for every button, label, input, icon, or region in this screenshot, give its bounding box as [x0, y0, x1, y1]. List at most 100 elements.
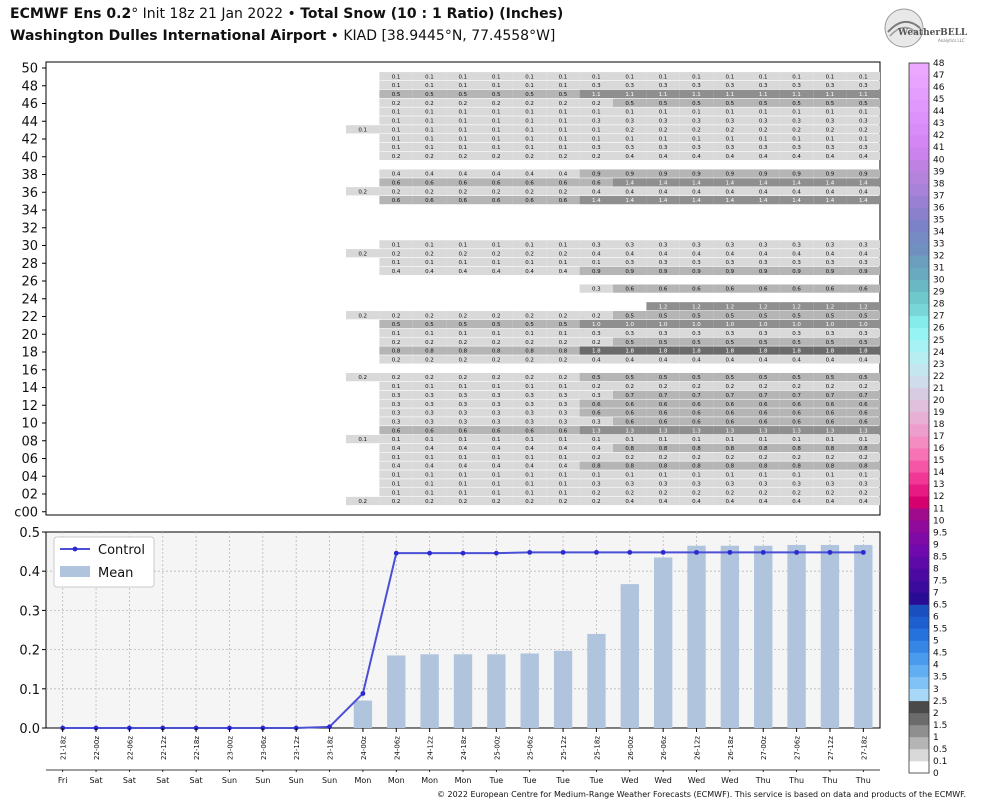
- y-tick-label: 22: [21, 310, 38, 325]
- member-cell: 1.3: [813, 426, 847, 435]
- member-cell-value: 0.1: [525, 455, 534, 461]
- member-cell: 0.6: [479, 178, 513, 187]
- member-cell-value: 0.1: [525, 260, 534, 266]
- member-cell: 0.2: [746, 452, 780, 461]
- member-cell-value: 0.3: [425, 419, 434, 425]
- member-cell-fill: [379, 116, 413, 125]
- member-cell-value: 0.6: [492, 428, 501, 434]
- member-cell: 0.1: [779, 434, 814, 444]
- member-cell-fill: [813, 443, 847, 453]
- member-cell-fill: [446, 479, 480, 488]
- member-cell: 0.9: [713, 169, 747, 178]
- member-cell-fill: [646, 408, 680, 417]
- member-cell-fill: [579, 470, 613, 479]
- member-cell: 0.4: [679, 249, 714, 258]
- member-cell-value: 0.5: [792, 340, 801, 346]
- member-cell-fill: [412, 337, 447, 346]
- member-cell-fill: [813, 187, 847, 196]
- member-cell-value: 0.1: [625, 110, 634, 116]
- member-cell: 0.5: [846, 311, 880, 320]
- member-cell-fill: [346, 125, 380, 134]
- colorbar-swatch: [909, 424, 929, 437]
- bullet-2: •: [330, 28, 339, 44]
- member-cell-value: 0.2: [392, 340, 401, 346]
- member-cell-value: 0.3: [759, 145, 768, 151]
- member-cell: 0.1: [346, 434, 380, 444]
- member-cell-fill: [713, 72, 747, 81]
- member-cell-fill: [679, 346, 714, 355]
- member-cell-value: 0.9: [725, 172, 734, 178]
- member-cell-fill: [746, 337, 780, 346]
- member-cell-fill: [579, 443, 613, 453]
- member-cell: 0.4: [646, 151, 680, 160]
- member-cell-fill: [546, 319, 580, 329]
- member-cell-value: 0.5: [692, 340, 701, 346]
- member-cell-fill: [346, 249, 380, 258]
- member-cell-value: 0.3: [859, 119, 868, 125]
- colorbar-label: 40: [933, 155, 945, 165]
- member-cell-fill: [412, 496, 447, 506]
- member-cell-fill: [446, 408, 480, 417]
- member-cell-value: 0.1: [659, 110, 668, 116]
- member-cell-fill: [679, 125, 714, 134]
- member-cell-fill: [713, 187, 747, 196]
- member-cell: 1.4: [846, 178, 880, 187]
- member-cell-value: 0.1: [559, 490, 568, 496]
- member-cell: 0.1: [613, 434, 647, 444]
- member-cell-value: 0.4: [826, 358, 835, 364]
- member-cell: 0.2: [813, 488, 847, 497]
- member-cell-value: 1.1: [859, 92, 868, 98]
- member-cell-fill: [813, 178, 847, 187]
- member-cell: 0.1: [713, 72, 747, 81]
- y-tick-label: 0.4: [19, 565, 40, 580]
- member-cell-fill: [746, 417, 780, 426]
- member-cell: 0.3: [613, 479, 647, 488]
- member-cell-value: 0.5: [458, 322, 467, 328]
- colorbar-label: 0: [933, 769, 939, 779]
- member-cell-fill: [846, 346, 880, 355]
- member-cell-fill: [579, 187, 613, 196]
- member-cell-fill: [679, 381, 714, 391]
- member-cell-fill: [546, 98, 580, 107]
- member-cell: 0.2: [479, 355, 513, 364]
- member-cell-fill: [379, 266, 413, 276]
- colorbar-label: 8: [933, 564, 939, 574]
- member-cell: 0.3: [646, 142, 680, 152]
- member-cell-fill: [446, 125, 480, 134]
- member-cell-fill: [713, 408, 747, 417]
- member-cell: 0.5: [613, 311, 647, 320]
- member-cell: 0.6: [512, 426, 547, 435]
- member-cell-fill: [412, 187, 447, 196]
- member-cell-fill: [546, 346, 580, 355]
- member-cell: 0.6: [813, 284, 847, 293]
- member-cell: 0.3: [646, 116, 680, 125]
- member-cell-value: 0.5: [826, 375, 835, 381]
- member-cell-value: 1.2: [692, 304, 701, 310]
- member-cell-fill: [479, 390, 513, 399]
- member-cell-value: 0.3: [759, 260, 768, 266]
- member-cell: 0.3: [613, 240, 647, 249]
- colorbar-label: 15: [933, 456, 944, 466]
- legend-control-marker: [72, 546, 78, 552]
- member-cell: 0.4: [579, 443, 613, 453]
- member-cell: 0.2: [846, 452, 880, 461]
- member-cell-value: 0.1: [525, 331, 534, 337]
- member-cell: 0.1: [479, 116, 513, 125]
- member-cell-fill: [646, 488, 680, 497]
- member-cell: 0.2: [412, 355, 447, 364]
- member-cell-fill: [746, 142, 780, 152]
- member-cell-value: 0.2: [659, 455, 668, 461]
- y-tick-label: 34: [21, 204, 38, 219]
- member-cell: 0.6: [846, 284, 880, 293]
- member-cell-value: 0.4: [692, 154, 701, 160]
- member-cell: 0.4: [613, 249, 647, 258]
- member-cell-fill: [813, 116, 847, 125]
- x-tick-label: 25-06z: [527, 736, 535, 760]
- member-cell: 0.3: [813, 240, 847, 249]
- member-cell-fill: [646, 72, 680, 81]
- member-cell: 0.6: [679, 399, 714, 408]
- member-cell-value: 0.7: [759, 393, 768, 399]
- member-cell: 0.4: [379, 461, 413, 470]
- member-cell: 1.4: [679, 195, 714, 205]
- member-cell-fill: [412, 266, 447, 276]
